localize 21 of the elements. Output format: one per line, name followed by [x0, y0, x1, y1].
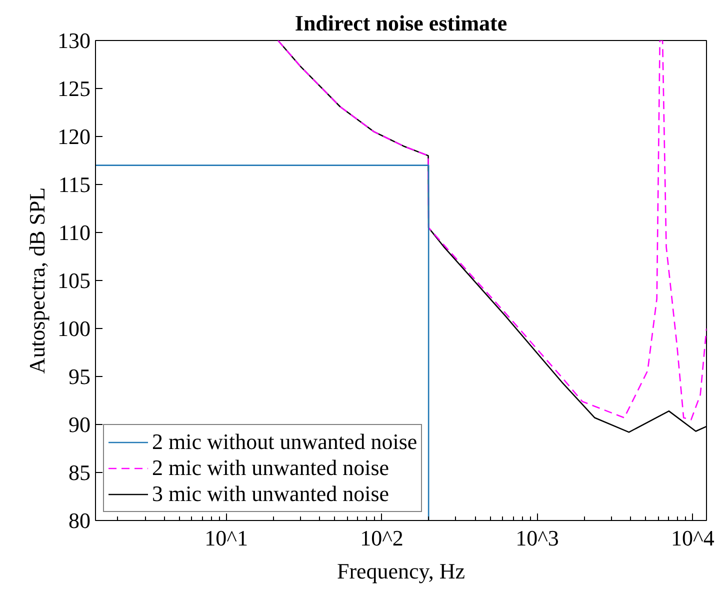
y-tick-label: 90 [68, 412, 90, 437]
legend-label: 2 mic without unwanted noise [152, 429, 418, 455]
x-tick-label: 10^1 [204, 526, 248, 550]
y-tick-label: 110 [58, 220, 91, 245]
y-tick-label: 120 [58, 124, 90, 149]
x-tick-label: 10^4 [671, 526, 714, 550]
y-axis-title: Autospectra, dB SPL [24, 187, 50, 374]
y-tick-label: 95 [68, 364, 90, 389]
y-tick-label: 115 [58, 172, 91, 197]
legend-label: 2 mic with unwanted noise [152, 455, 390, 481]
y-tick-label: 130 [58, 28, 90, 53]
y-tick-label: 125 [58, 76, 90, 101]
y-tick-label: 105 [58, 268, 90, 293]
y-tick-label: 80 [68, 508, 90, 533]
legend-label: 3 mic with unwanted noise [152, 481, 390, 507]
chart-title: Indirect noise estimate [294, 10, 508, 36]
x-tick-label: 10^2 [360, 526, 404, 550]
y-tick-label: 100 [58, 316, 90, 341]
y-tick-label: 85 [68, 460, 90, 485]
x-tick-label: 10^3 [516, 526, 559, 550]
x-axis-title: Frequency, Hz [336, 558, 466, 584]
